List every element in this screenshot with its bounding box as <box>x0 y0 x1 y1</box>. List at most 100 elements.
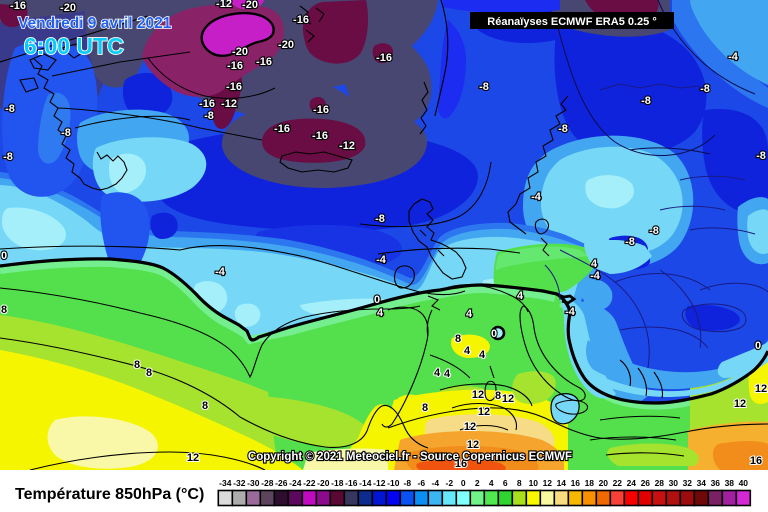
svg-text:4: 4 <box>591 258 598 270</box>
svg-text:-4: -4 <box>215 266 226 278</box>
svg-text:-16: -16 <box>199 98 215 110</box>
svg-text:0: 0 <box>374 294 380 306</box>
svg-text:14: 14 <box>557 478 567 488</box>
svg-text:-8: -8 <box>700 83 710 95</box>
svg-text:-32: -32 <box>233 478 246 488</box>
svg-text:-8: -8 <box>625 236 635 248</box>
svg-text:-4: -4 <box>432 478 440 488</box>
svg-text:-8: -8 <box>641 95 651 107</box>
svg-text:4: 4 <box>434 367 441 379</box>
svg-text:-8: -8 <box>649 225 659 237</box>
svg-text:12: 12 <box>755 383 767 395</box>
svg-text:-34: -34 <box>219 478 232 488</box>
svg-text:-12: -12 <box>216 0 232 10</box>
svg-text:12: 12 <box>543 478 553 488</box>
svg-text:10: 10 <box>529 478 539 488</box>
svg-text:-20: -20 <box>317 478 330 488</box>
svg-text:4: 4 <box>444 368 451 380</box>
svg-text:-10: -10 <box>387 478 400 488</box>
svg-text:-16: -16 <box>376 52 392 64</box>
svg-text:-2: -2 <box>446 478 454 488</box>
svg-text:-24: -24 <box>289 478 302 488</box>
svg-text:38: 38 <box>725 478 735 488</box>
svg-text:-30: -30 <box>247 478 260 488</box>
svg-text:8: 8 <box>517 478 522 488</box>
svg-text:-12: -12 <box>339 140 355 152</box>
svg-text:12: 12 <box>502 393 514 405</box>
svg-text:6: 6 <box>503 478 508 488</box>
svg-text:28: 28 <box>655 478 665 488</box>
svg-text:-4: -4 <box>728 51 739 63</box>
svg-text:-8: -8 <box>756 150 766 162</box>
svg-text:-16: -16 <box>345 478 358 488</box>
svg-text:-20: -20 <box>242 0 258 11</box>
svg-text:4: 4 <box>517 290 524 302</box>
svg-text:-8: -8 <box>5 103 15 115</box>
svg-text:0: 0 <box>491 328 497 340</box>
svg-text:24: 24 <box>627 478 637 488</box>
svg-text:32: 32 <box>683 478 693 488</box>
svg-text:-8: -8 <box>375 213 385 225</box>
svg-text:0: 0 <box>1 250 7 262</box>
svg-text:-16: -16 <box>293 14 309 26</box>
svg-text:8: 8 <box>134 359 140 371</box>
svg-text:8: 8 <box>1 304 7 316</box>
svg-text:-8: -8 <box>404 478 412 488</box>
svg-text:-12: -12 <box>373 478 386 488</box>
svg-text:4: 4 <box>377 307 384 319</box>
svg-text:-4: -4 <box>565 306 576 318</box>
svg-text:12: 12 <box>478 406 490 418</box>
svg-text:-20: -20 <box>232 46 248 58</box>
svg-text:4: 4 <box>479 349 486 361</box>
svg-text:36: 36 <box>711 478 721 488</box>
svg-text:0: 0 <box>755 340 761 352</box>
svg-text:2: 2 <box>475 478 480 488</box>
svg-text:20: 20 <box>599 478 609 488</box>
svg-text:16: 16 <box>455 458 467 470</box>
svg-text:Réanaïyses ECMWF ERA5 0.25 °: Réanaïyses ECMWF ERA5 0.25 ° <box>487 16 656 28</box>
svg-text:40: 40 <box>739 478 749 488</box>
svg-text:-16: -16 <box>274 123 290 135</box>
svg-text:-28: -28 <box>261 478 274 488</box>
svg-text:8: 8 <box>202 400 208 412</box>
svg-text:-6: -6 <box>418 478 426 488</box>
svg-text:26: 26 <box>641 478 651 488</box>
svg-text:-8: -8 <box>479 81 489 93</box>
svg-text:4: 4 <box>489 478 494 488</box>
svg-text:-4: -4 <box>531 191 542 203</box>
svg-text:-16: -16 <box>226 81 242 93</box>
svg-text:16: 16 <box>750 455 762 467</box>
svg-text:-20: -20 <box>278 39 294 51</box>
svg-text:8: 8 <box>455 333 461 345</box>
svg-text:8: 8 <box>146 367 152 379</box>
svg-text:-8: -8 <box>558 123 568 135</box>
svg-text:-8: -8 <box>204 110 214 122</box>
svg-text:-16: -16 <box>312 130 328 142</box>
svg-text:6:00 UTC: 6:00 UTC <box>24 33 124 59</box>
svg-text:-16: -16 <box>227 60 243 72</box>
svg-text:-16: -16 <box>313 104 329 116</box>
svg-text:Vendredi 9 avril 2021: Vendredi 9 avril 2021 <box>18 15 172 32</box>
svg-text:Copyright © 2021 Meteociel.fr: Copyright © 2021 Meteociel.fr - Source C… <box>248 451 572 463</box>
svg-text:-12: -12 <box>221 98 237 110</box>
svg-text:-18: -18 <box>331 478 344 488</box>
svg-text:12: 12 <box>734 398 746 410</box>
svg-text:-8: -8 <box>3 151 13 163</box>
svg-text:-16: -16 <box>10 0 26 12</box>
svg-text:-14: -14 <box>359 478 372 488</box>
svg-text:12: 12 <box>464 421 476 433</box>
svg-text:18: 18 <box>585 478 595 488</box>
svg-text:16: 16 <box>571 478 581 488</box>
svg-text:4: 4 <box>464 345 471 357</box>
svg-text:22: 22 <box>613 478 623 488</box>
svg-text:34: 34 <box>697 478 707 488</box>
svg-text:12: 12 <box>187 452 199 464</box>
svg-text:-20: -20 <box>60 2 76 14</box>
svg-text:-26: -26 <box>275 478 288 488</box>
svg-text:12: 12 <box>472 389 484 401</box>
svg-text:Température 850hPa (°C): Température 850hPa (°C) <box>15 486 204 503</box>
svg-text:4: 4 <box>466 308 473 320</box>
svg-text:-16: -16 <box>256 56 272 68</box>
svg-text:0: 0 <box>461 478 466 488</box>
svg-text:-8: -8 <box>61 127 71 139</box>
